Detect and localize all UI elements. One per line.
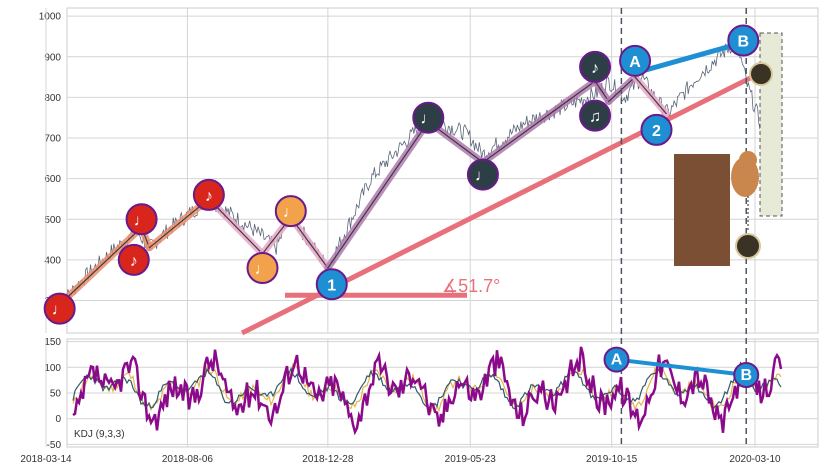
price-y-tick-label: 1000: [39, 12, 62, 23]
x-tick-label: 2018-03-14: [20, 454, 72, 465]
label-marker-1: [315, 268, 348, 301]
x-tick-label: 2019-10-15: [586, 454, 638, 465]
token-icon: [749, 62, 773, 86]
pivot-marker-label: ♪: [591, 60, 599, 77]
pivot-marker: [412, 101, 445, 134]
zigzag-segment-core: [594, 80, 610, 103]
kdj-y-tick-label: 100: [44, 363, 61, 374]
kdj-marker-text: A: [611, 352, 623, 369]
label-marker-text: A: [629, 54, 641, 71]
x-tick-label: 2020-03-10: [729, 454, 781, 465]
kdj-y-tick-label: -50: [47, 440, 62, 451]
pivot-marker: [579, 99, 612, 132]
price-y-tick-label: 800: [44, 93, 61, 104]
kdj-marker-A: [603, 346, 630, 373]
pivot-marker: [43, 292, 76, 325]
zigzag-segment-core: [327, 121, 429, 269]
pivot-marker: [579, 50, 612, 83]
price-y-tick-label: 900: [44, 52, 61, 63]
zigzag-segment-core: [482, 80, 596, 163]
pivot-marker-label: ♩: [52, 302, 68, 319]
price-y-tick-label: 600: [44, 174, 61, 185]
pivot-marker-label: ♩: [420, 111, 436, 128]
kdj-y-tick-label: 150: [44, 337, 61, 348]
kdj-label: KDJ (9,3,3): [74, 429, 125, 440]
price-y-tick-label: 400: [44, 255, 61, 266]
angle-label: ∡51.7°: [442, 276, 500, 296]
pearl-icon: [735, 233, 761, 259]
x-tick-label: 2019-05-23: [445, 454, 497, 465]
pivot-marker: [117, 243, 150, 276]
pivot-marker-label: ♫: [589, 109, 601, 126]
pivot-marker-label: ♪: [205, 188, 213, 205]
pivot-marker: [246, 252, 279, 284]
label-marker-A: [619, 44, 652, 77]
price-y-tick-label: 500: [44, 215, 61, 226]
pivot-marker: [125, 203, 158, 236]
kdj-marker-B: [733, 362, 760, 388]
label-marker-text: 2: [652, 123, 661, 140]
label-marker-2: [640, 113, 673, 146]
pivot-marker-label: ♩: [134, 212, 150, 229]
pivot-marker: [274, 195, 307, 228]
pivot-marker-label: ♪: [130, 253, 138, 270]
label-marker-B: [727, 24, 760, 57]
kdj-ab-line: [616, 357, 747, 377]
zigzag-segment-core: [59, 226, 143, 306]
x-tick-label: 2018-08-06: [162, 454, 214, 465]
pivot-marker-label: ♩: [475, 168, 491, 185]
zigzag-segment-core: [634, 76, 667, 115]
label-marker-text: B: [738, 34, 750, 51]
kdj-y-tick-label: 0: [55, 414, 61, 425]
kdj-y-tick-label: 50: [50, 389, 62, 400]
pivot-marker: [466, 158, 499, 191]
kdj-j-line: [72, 346, 783, 436]
price-y-tick-label: 700: [44, 134, 61, 145]
dog-head: [739, 151, 757, 169]
kdj-marker-text: B: [740, 367, 752, 384]
label-marker-text: 1: [327, 277, 336, 294]
pivot-marker-label: ♩: [283, 204, 299, 221]
pivot-marker: [192, 178, 225, 211]
pivot-marker-label: ♩: [255, 261, 271, 278]
x-tick-label: 2018-12-28: [302, 454, 354, 465]
ab-line: [634, 40, 744, 76]
highlight-box: [759, 32, 783, 217]
cliff-illustration: [674, 154, 730, 266]
